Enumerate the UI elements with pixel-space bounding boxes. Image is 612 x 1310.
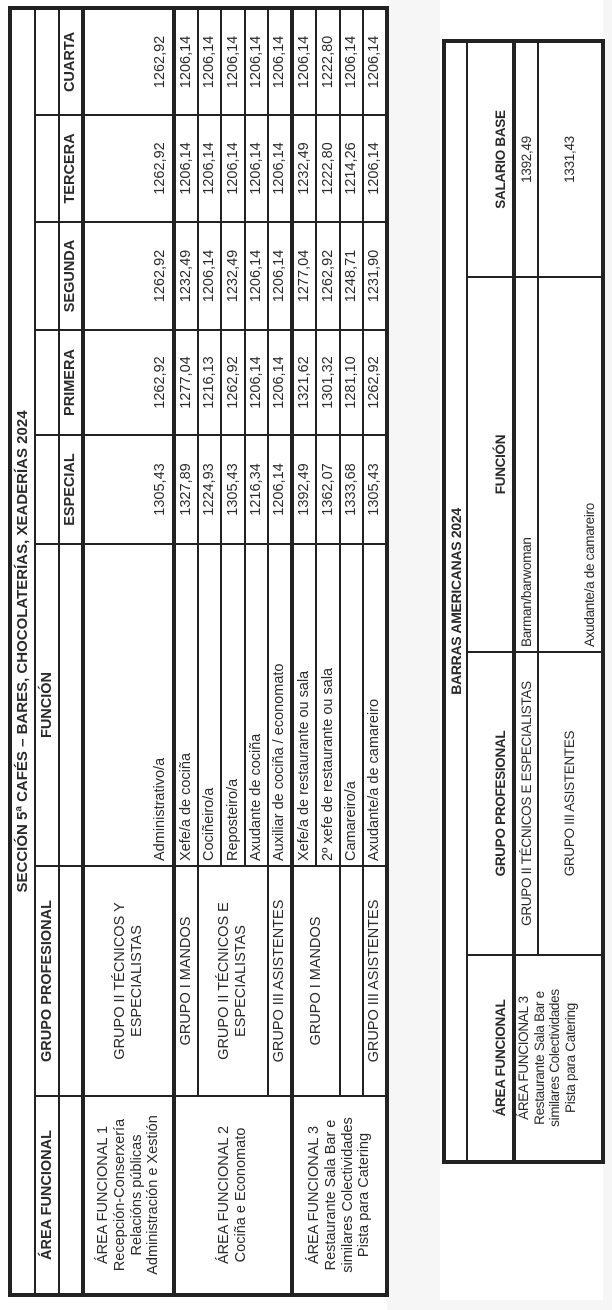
table-row: ÁREA FUNCIONAL 3 Restaurante Sala Bar e si… [292, 7, 387, 1295]
salario-cell: 1392,49 [514, 40, 538, 277]
salary-value-cell: 1206,14 [363, 7, 387, 115]
funcion-cell: Camareiro/a [340, 544, 363, 866]
funcion-cell: Axudante de cociña [245, 544, 268, 866]
header-area: ÁREA FUNCIONAL [35, 1096, 59, 1295]
page-left [0, 0, 387, 1310]
header-level: PRIMERA [59, 330, 83, 435]
table-title: BARRAS AMERICANAS 2024 [444, 40, 467, 1162]
salary-value-cell: 1327,89 [174, 435, 198, 544]
area-cell: ÁREA FUNCIONAL 2 Cociña e Economato [174, 1096, 292, 1295]
salary-value-cell: 1222,80 [316, 7, 340, 115]
salary-value-cell: 1206,14 [268, 7, 292, 115]
area-cell: ÁREA FUNCIONAL 3 Restaurante Sala Bar e si… [514, 955, 603, 1162]
grupo-cell-empty [340, 866, 363, 1096]
grupo-cell: GRUPO III ASISTENTES [363, 866, 387, 1096]
salary-value-cell: 1206,14 [340, 7, 363, 115]
salary-value-cell: 1232,49 [221, 222, 245, 330]
salary-value-cell: 1206,14 [268, 435, 292, 544]
grupo-cell: GRUPO II TÉCNICOS E ESPECIALISTAS [198, 866, 268, 1096]
salary-value-cell: 1206,14 [245, 222, 268, 330]
grupo-cell: GRUPO II TÉCNICOS E ESPECIALISTAS [514, 652, 538, 955]
header-level: ESPECIAL [59, 435, 83, 544]
salary-table-barras-americanas: BARRAS AMERICANAS 2024 ÁREA FUNCIONAL GR… [442, 38, 605, 1164]
salary-value-cell: 1206,14 [198, 222, 221, 330]
salary-value-cell: 1206,14 [292, 7, 316, 115]
header-grupo: GRUPO PROFESIONAL [35, 866, 59, 1096]
salary-value-cell: 1222,80 [316, 115, 340, 222]
salary-value-cell: 1277,04 [174, 330, 198, 435]
salary-value-cell: 1206,14 [268, 222, 292, 330]
salary-value-cell: 1206,14 [245, 330, 268, 435]
salary-value-cell: 1206,14 [245, 115, 268, 222]
salary-value-cell: 1206,14 [268, 115, 292, 222]
grupo-cell: GRUPO II TÉCNICOS Y ESPECIALISTAS [83, 866, 174, 1096]
header-grupo: GRUPO PROFESIONAL [467, 652, 514, 955]
salary-value-cell: 1206,14 [221, 115, 245, 222]
funcion-cell: Auxiliar de cociña / economato [268, 544, 292, 866]
salary-value-cell: 1262,92 [83, 115, 174, 222]
grupo-cell: GRUPO III ASISTENTES [538, 652, 603, 955]
salary-value-cell: 1262,92 [83, 222, 174, 330]
salary-value-cell: 1392,49 [292, 435, 316, 544]
funcion-cell: Xefe/a de cociña [174, 544, 198, 866]
header-level: CUARTA [59, 7, 83, 115]
salary-value-cell: 1224,93 [198, 435, 221, 544]
salary-value-cell: 1206,14 [198, 7, 221, 115]
salary-value-cell: 1232,49 [174, 222, 198, 330]
salary-value-cell: 1206,14 [174, 7, 198, 115]
header-area: ÁREA FUNCIONAL [467, 955, 514, 1162]
salary-value-cell: 1216,34 [245, 435, 268, 544]
salary-value-cell: 1206,14 [221, 7, 245, 115]
header-level: TERCERA [59, 115, 83, 222]
salary-value-cell: 1206,14 [268, 330, 292, 435]
area-cell: ÁREA FUNCIONAL 3 Restaurante Sala Bar e si… [292, 1096, 387, 1295]
salary-value-cell: 1277,04 [292, 222, 316, 330]
salary-table-section5: SECCIÓN 5ª CAFÉS – BARES, CHOCOLATERÍAS,… [8, 5, 389, 1297]
funcion-cell: Axudante/a de camareiro [363, 544, 387, 866]
salary-value-cell: 1301,32 [316, 330, 340, 435]
salary-value-cell: 1248,71 [340, 222, 363, 330]
table-row: ÁREA FUNCIONAL 3 Restaurante Sala Bar e si… [514, 40, 603, 1162]
salary-value-cell: 1305,43 [83, 435, 174, 544]
funcion-cell: 2º xefe de restaurante ou sala [316, 544, 340, 866]
salary-value-cell: 1214,26 [340, 115, 363, 222]
salary-value-cell: 1206,14 [174, 115, 198, 222]
funcion-cell: Axudante/a de camareiro [538, 277, 603, 652]
salary-value-cell: 1321,62 [292, 330, 316, 435]
header-salario: SALARIO BASE [467, 40, 514, 277]
salary-value-cell: 1231,90 [363, 222, 387, 330]
salary-value-cell: 1362,07 [316, 435, 340, 544]
header-level: SEGUNDA [59, 222, 83, 330]
salary-value-cell: 1232,49 [292, 115, 316, 222]
salary-value-cell: 1216,13 [198, 330, 221, 435]
salary-value-cell: 1262,92 [83, 7, 174, 115]
grupo-cell: GRUPO I MANDOS [292, 866, 340, 1096]
table-title: SECCIÓN 5ª CAFÉS – BARES, CHOCOLATERÍAS,… [10, 7, 35, 1295]
funcion-cell: Cociñeiro/a [198, 544, 221, 866]
salary-value-cell: 1206,14 [363, 115, 387, 222]
funcion-cell: Administrativo/a [83, 544, 174, 866]
salary-value-cell: 1262,92 [363, 330, 387, 435]
salary-value-cell: 1206,14 [198, 115, 221, 222]
table-row: ÁREA FUNCIONAL 1 Recepción-Conserxería Rel… [83, 7, 174, 1295]
salary-value-cell: 1262,92 [221, 330, 245, 435]
salary-value-cell: 1305,43 [363, 435, 387, 544]
header-funcion: FUNCIÓN [35, 544, 59, 866]
header-funcion: FUNCIÓN [467, 277, 514, 652]
page-right [440, 0, 603, 1300]
grupo-cell: GRUPO III ASISTENTES [268, 866, 292, 1096]
funcion-cell: Barman/barwoman [514, 277, 538, 652]
grupo-cell: GRUPO I MANDOS [174, 866, 198, 1096]
salario-cell: 1331,43 [538, 40, 603, 277]
salary-value-cell: 1333,68 [340, 435, 363, 544]
funcion-cell: Xefe/a de restaurante ou sala [292, 544, 316, 866]
salary-value-cell: 1262,92 [316, 222, 340, 330]
funcion-cell: Reposteiro/a [221, 544, 245, 866]
salary-value-cell: 1206,14 [245, 7, 268, 115]
table-row: ÁREA FUNCIONAL 2 Cociña e Economato GRUPO… [174, 7, 292, 1295]
area-cell: ÁREA FUNCIONAL 1 Recepción-Conserxería Rel… [83, 1096, 174, 1295]
salary-value-cell: 1305,43 [221, 435, 245, 544]
salary-value-cell: 1262,92 [83, 330, 174, 435]
salary-value-cell: 1281,10 [340, 330, 363, 435]
